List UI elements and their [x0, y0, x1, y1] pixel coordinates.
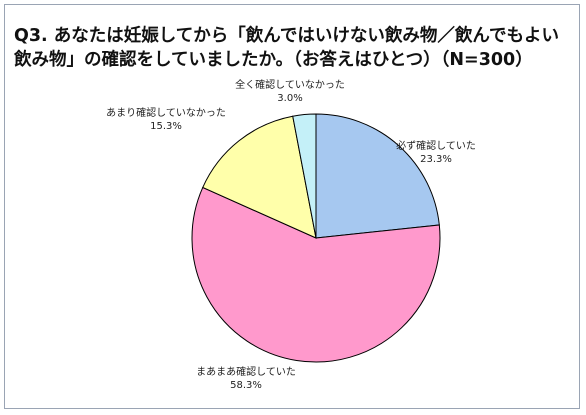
pie-slice-4 [292, 113, 317, 239]
slice-value-2: 58.3% [230, 380, 262, 391]
slice-value-4: 3.0% [277, 93, 302, 104]
chart-title: Q3. あなたは妊娠してから「飲んではいけない飲み物／飲んでもよい飲み物」の確認… [14, 26, 560, 70]
pie-slice-2 [191, 186, 441, 363]
pie-slice-3 [202, 115, 317, 239]
slice-labels: 必ず確認していた 23.3% まあまあ確認していた 58.3% あまり確認していなかった… [106, 78, 476, 391]
slice-label-1: 必ず確認していた [396, 139, 476, 152]
slice-label-4: 全く確認していなかった [235, 78, 345, 91]
slice-value-3: 15.3% [150, 121, 182, 132]
pie-slices [191, 113, 441, 363]
pie-slice-1 [315, 113, 440, 239]
slice-value-1: 23.3% [420, 154, 452, 165]
slice-label-2: まあまあ確認していた [196, 365, 296, 378]
slice-label-3: あまり確認していなかった [106, 106, 226, 119]
